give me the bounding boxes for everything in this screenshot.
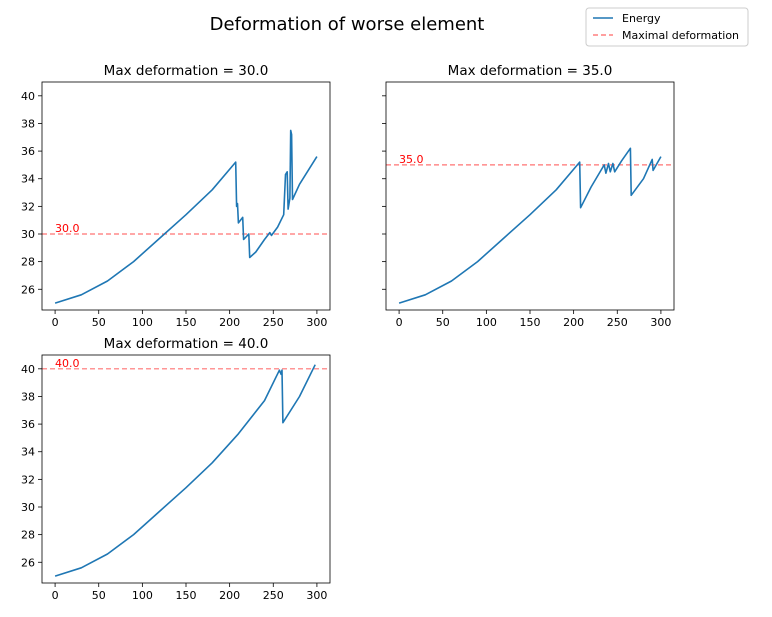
axes-frame [385, 81, 675, 311]
legend: Energy Maximal deformation [585, 7, 749, 47]
energy-line [54, 129, 318, 304]
x-tick-label: 150 [520, 316, 541, 329]
legend-threshold-label: Maximal deformation [622, 29, 739, 42]
y-tick-label: 32 [21, 473, 35, 486]
y-tick-label: 28 [21, 529, 35, 542]
y-tick-label: 40 [21, 90, 35, 103]
x-tick-label: 200 [219, 589, 240, 602]
x-tick-label: 150 [176, 316, 197, 329]
legend-energy-label: Energy [622, 12, 661, 25]
legend-frame [585, 7, 749, 47]
subplot-title: Max deformation = 35.0 [448, 63, 613, 79]
subplot-3: Max deformation = 40.0 0 50 100 150 200 250 300… [21, 336, 331, 602]
subplot-title: Max deformation = 40.0 [104, 336, 269, 352]
x-tick-label: 250 [263, 316, 284, 329]
axes-frame [41, 81, 331, 311]
x-tick-label: 200 [563, 316, 584, 329]
y-tick-label: 32 [21, 200, 35, 213]
y-tick-label: 26 [21, 556, 35, 569]
y-tick-label: 30 [21, 501, 35, 514]
figure-title: Deformation of worse element [210, 14, 485, 35]
y-tick-label: 40 [21, 363, 35, 376]
x-tick-label: 0 [52, 316, 59, 329]
x-tick-label: 250 [263, 589, 284, 602]
x-tick-label: 250 [607, 316, 628, 329]
energy-line [54, 364, 316, 577]
subplot-title: Max deformation = 30.0 [104, 63, 269, 79]
x-tick-label: 300 [650, 316, 671, 329]
x-tick-label: 50 [92, 316, 106, 329]
axes-frame [41, 354, 331, 584]
x-tick-label: 50 [92, 589, 106, 602]
x-tick-label: 100 [476, 316, 497, 329]
threshold-annotation: 30.0 [55, 222, 80, 235]
x-tick-label: 150 [176, 589, 197, 602]
y-tick-label: 36 [21, 418, 35, 431]
subplot-1: Max deformation = 30.0 0 50 100 150 200 250 300… [21, 63, 331, 329]
y-tick-label: 38 [21, 390, 35, 403]
y-tick-label: 36 [21, 145, 35, 158]
y-tick-label: 28 [21, 256, 35, 269]
y-tick-label: 34 [21, 446, 35, 459]
x-tick-label: 0 [396, 316, 403, 329]
subplots: Max deformation = 30.00 50 100 150 200 250 300… [21, 63, 675, 602]
y-tick-label: 30 [21, 228, 35, 241]
y-tick-label: 34 [21, 173, 35, 186]
subplot-2: Max deformation = 35.0 0 50 100 150 200 250 300… [382, 63, 675, 329]
x-tick-label: 50 [436, 316, 450, 329]
x-tick-label: 300 [306, 589, 327, 602]
x-tick-label: 100 [132, 316, 153, 329]
y-tick-label: 38 [21, 117, 35, 130]
x-tick-label: 0 [52, 589, 59, 602]
x-tick-label: 300 [306, 316, 327, 329]
threshold-annotation: 35.0 [399, 153, 424, 166]
energy-line [398, 147, 662, 304]
y-tick-label: 26 [21, 283, 35, 296]
x-tick-label: 200 [219, 316, 240, 329]
x-tick-label: 100 [132, 589, 153, 602]
threshold-annotation: 40.0 [55, 357, 80, 370]
